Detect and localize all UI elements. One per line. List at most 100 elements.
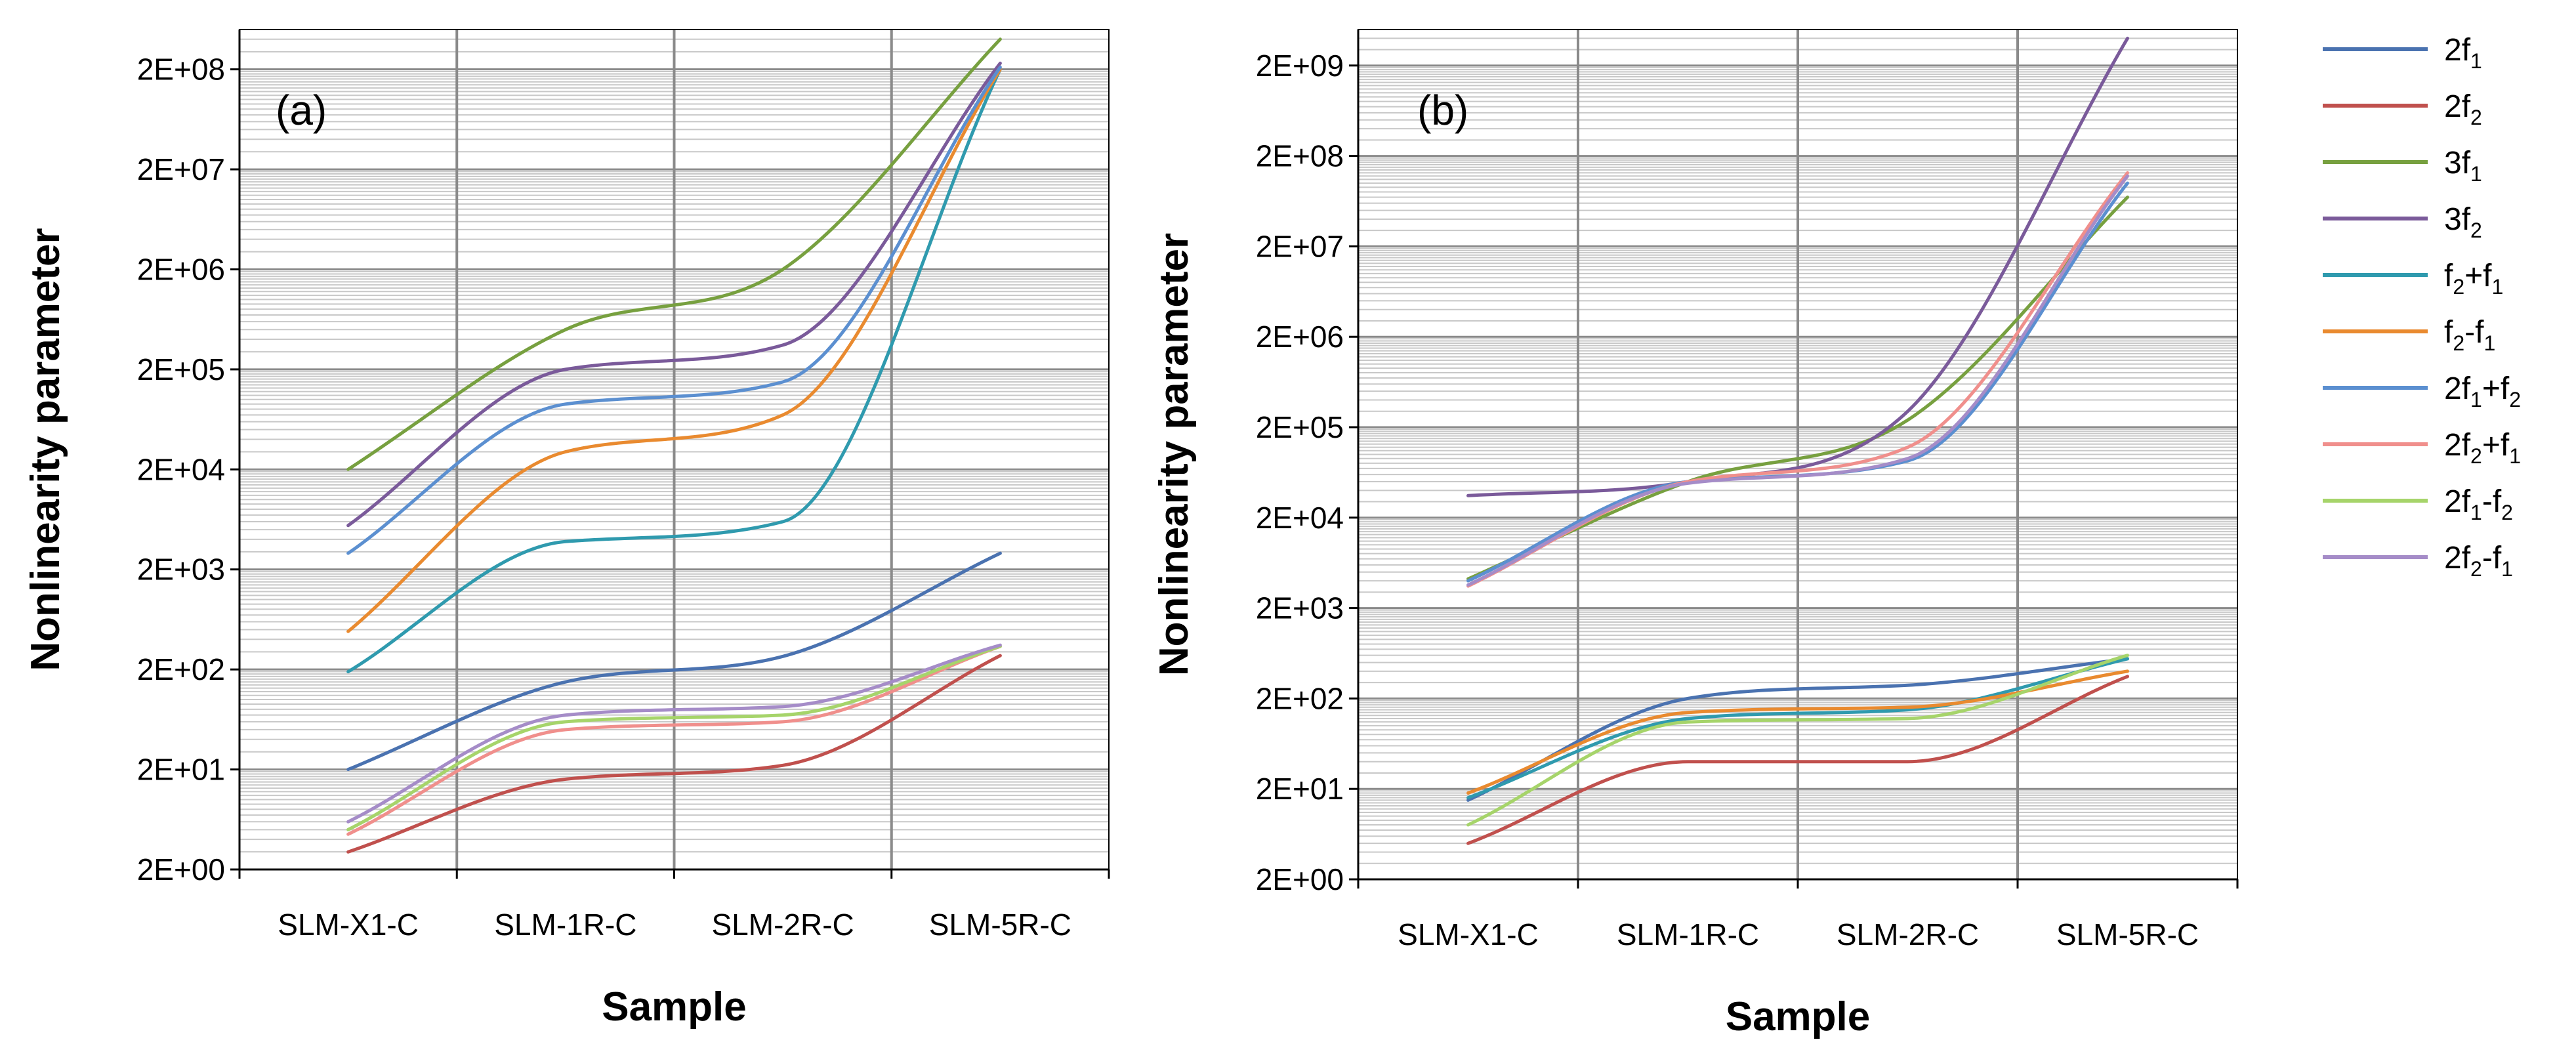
legend-label: 2f2+f1 (2444, 428, 2521, 468)
legend-label: 2f1 (2444, 33, 2482, 73)
legend-label-sub: 1 (2470, 49, 2482, 73)
series-line-f2+f1 (1466, 657, 2129, 800)
legend-item: 2f1-f2 (2323, 484, 2513, 524)
series-line-f2+f1 (346, 68, 1002, 674)
legend-label-base: 3f (2444, 202, 2471, 237)
legend-label-rest-sub: 1 (2501, 557, 2513, 581)
legend-label-rest-sub: 1 (2509, 444, 2521, 468)
legend-label-base: 2f (2444, 89, 2471, 124)
y-tick-label: 2E+07 (137, 152, 225, 186)
legend-label-rest: +f (2482, 371, 2510, 406)
legend-label: 2f1+f2 (2444, 371, 2521, 411)
y-tick-label: 2E+04 (137, 452, 225, 486)
legend-item: f2+f1 (2323, 259, 2503, 299)
y-tick-label: 2E+02 (137, 652, 225, 686)
panel-label: (a) (276, 87, 327, 134)
legend-label-sub: 1 (2470, 388, 2482, 411)
y-tick-label: 2E+06 (1256, 320, 1344, 354)
legend-label-rest: +f (2482, 428, 2510, 463)
y-tick-label: 2E+06 (137, 252, 225, 286)
chart-panel-a: 2E+00 2E+01 2E+02 2E+03 2E+04 2E+05 2E+06 2E+07… (23, 29, 1110, 1030)
legend-item: 2f2+f1 (2323, 428, 2521, 468)
y-tick-label: 2E+08 (1256, 139, 1344, 173)
series-line-3f2 (1466, 36, 2129, 497)
series-lines (346, 37, 1002, 854)
series-line-2f2-f1 (1466, 174, 2129, 587)
y-tick-label: 2E+00 (137, 852, 225, 887)
legend-label-base: 2f (2444, 541, 2471, 575)
legend-label-rest: -f (2482, 484, 2502, 519)
legend-item: f2-f1 (2323, 315, 2495, 355)
legend-label-rest-sub: 1 (2483, 331, 2495, 355)
y-axis-title: Nonlinearity parameter (23, 228, 68, 671)
legend-item: 2f2 (2323, 89, 2482, 129)
series-line-3f2 (346, 61, 1002, 528)
legend-label-sub: 1 (2470, 501, 2482, 524)
y-tick-label: 2E+08 (137, 52, 225, 87)
legend-label-base: 2f (2444, 428, 2471, 463)
series-line-3f1 (346, 37, 1002, 471)
legend-label-rest-sub: 1 (2492, 275, 2504, 299)
series-line-f2-f1 (346, 68, 1002, 633)
series-line-2f1 (346, 551, 1002, 772)
legend-label: f2+f1 (2444, 259, 2503, 299)
legend: 2f12f23f13f2f2+f1f2-f12f1+f22f2+f12f1-f2… (2323, 33, 2521, 581)
legend-label-rest: -f (2482, 541, 2502, 575)
x-tick-label: SLM-2R-C (712, 908, 854, 942)
y-tick-label: 2E+09 (1256, 49, 1344, 83)
y-tick-label: 2E+05 (1256, 410, 1344, 444)
legend-label-sub: 2 (2453, 275, 2464, 299)
legend-label: 3f2 (2444, 202, 2482, 242)
x-tick-label: SLM-5R-C (929, 908, 1071, 942)
y-tick-label: 2E+01 (1256, 772, 1344, 806)
legend-label-base: 2f (2444, 371, 2471, 406)
y-tick-label: 2E+00 (1256, 862, 1344, 896)
series-line-2f1+f2 (346, 65, 1002, 555)
x-tick-label: SLM-1R-C (1617, 917, 1759, 952)
series-line-2f2-f1 (346, 643, 1002, 824)
legend-label-base: f (2444, 315, 2453, 350)
legend-label: f2-f1 (2444, 315, 2495, 355)
legend-label-rest-sub: 2 (2501, 501, 2513, 524)
y-tick-label: 2E+01 (137, 753, 225, 787)
series-line-2f1 (1466, 657, 2129, 802)
legend-label: 2f2 (2444, 89, 2482, 129)
x-axis-title: Sample (1726, 994, 1871, 1039)
legend-item: 3f2 (2323, 202, 2482, 242)
legend-item: 2f2-f1 (2323, 541, 2513, 581)
x-tick-label: SLM-X1-C (278, 908, 419, 942)
series-line-2f1-f2 (1466, 654, 2129, 827)
y-tick-label: 2E+03 (137, 553, 225, 587)
legend-label: 3f1 (2444, 146, 2482, 186)
series-line-3f1 (1466, 196, 2129, 581)
legend-item: 2f1+f2 (2323, 371, 2521, 411)
legend-label-sub: 2 (2470, 557, 2482, 581)
legend-label-sub: 2 (2470, 444, 2482, 468)
legend-label-rest: -f (2464, 315, 2484, 350)
series-line-2f2+f1 (346, 644, 1002, 836)
series-line-2f2 (1466, 675, 2129, 845)
panel-label: (b) (1417, 87, 1468, 134)
y-tick-label: 2E+03 (1256, 591, 1344, 625)
y-tick-label: 2E+05 (137, 352, 225, 387)
y-axis-title: Nonlinearity parameter (1152, 233, 1197, 676)
series-line-2f2 (346, 654, 1002, 854)
legend-label-sub: 1 (2470, 162, 2482, 186)
legend-label: 2f1-f2 (2444, 484, 2513, 524)
series-lines (1466, 36, 2129, 845)
series-line-2f1-f2 (346, 644, 1002, 831)
chart-panel-b: 2E+00 2E+01 2E+02 2E+03 2E+04 2E+05 2E+06 2E+07… (1152, 29, 2239, 1039)
legend-item: 3f1 (2323, 146, 2482, 186)
x-tick-label: SLM-1R-C (494, 908, 636, 942)
legend-item: 2f1 (2323, 33, 2482, 73)
legend-label-base: f (2444, 259, 2453, 293)
legend-label-sub: 2 (2470, 106, 2482, 129)
legend-label-rest: +f (2464, 259, 2492, 293)
legend-label-base: 3f (2444, 146, 2471, 180)
legend-label-rest-sub: 2 (2509, 388, 2521, 411)
legend-label-base: 2f (2444, 33, 2471, 68)
x-axis-title: Sample (602, 984, 747, 1030)
y-tick-label: 2E+04 (1256, 501, 1344, 535)
x-tick-label: SLM-2R-C (1837, 917, 1979, 952)
